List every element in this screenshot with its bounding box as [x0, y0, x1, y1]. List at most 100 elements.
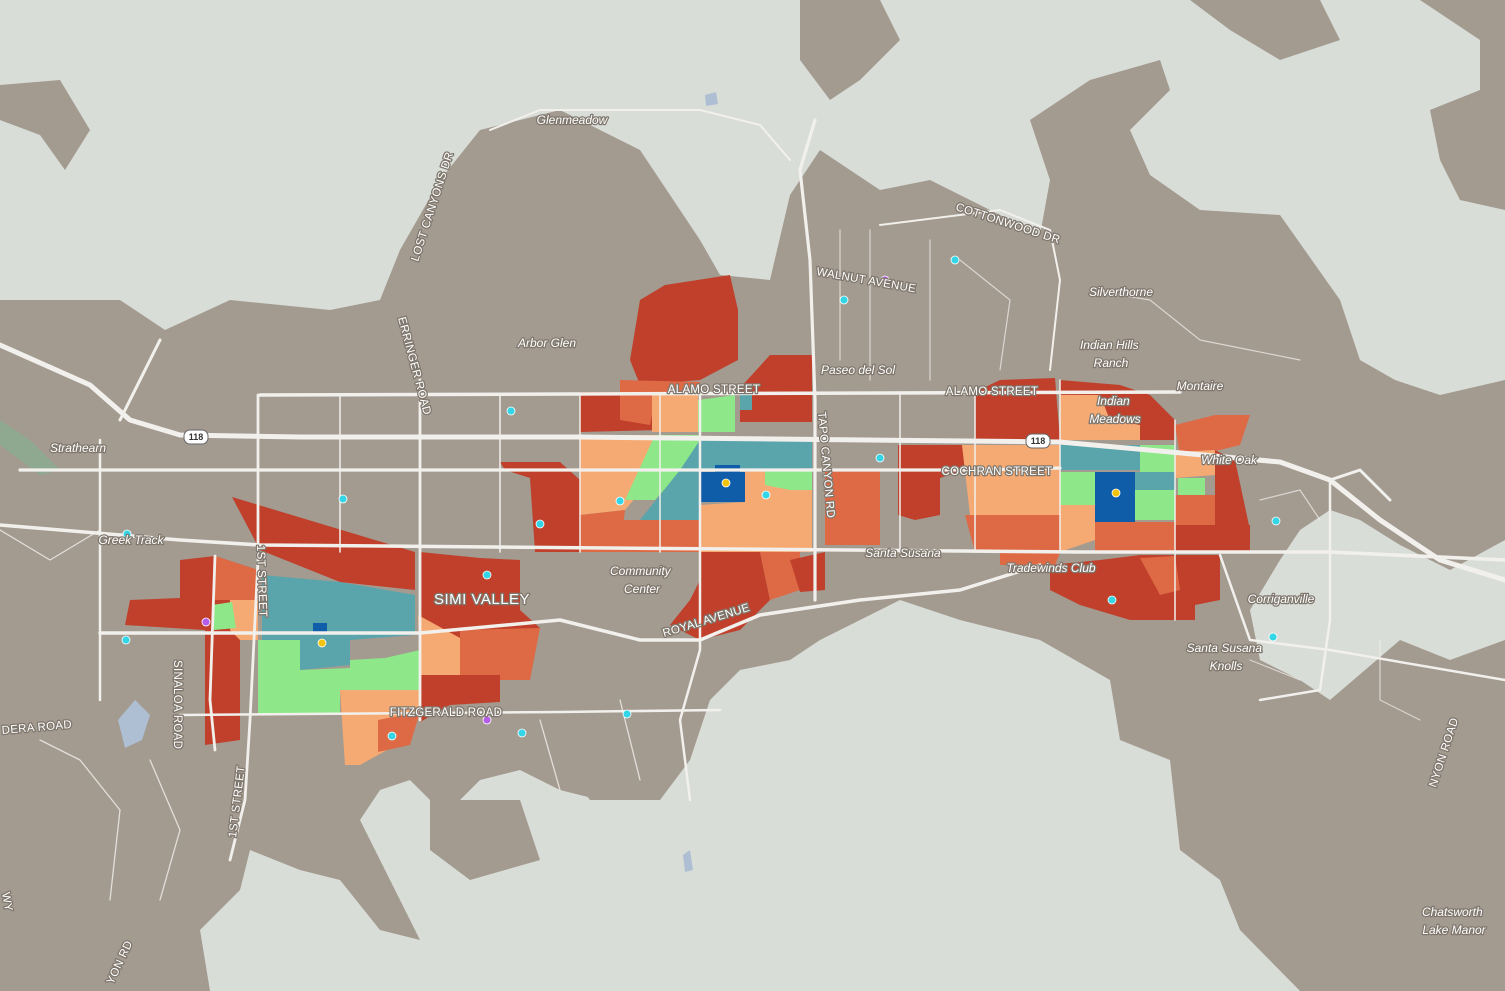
zone-orange-red — [580, 510, 625, 552]
poi-marker-yellow[interactable] — [721, 478, 731, 488]
zone-dark-red — [1050, 555, 1220, 620]
zone-dark-red — [740, 355, 812, 422]
road-minor — [0, 529, 641, 901]
zone-teal — [740, 395, 752, 410]
place-label-line-1: Indian Hills — [1080, 338, 1139, 352]
zone-dark-red — [232, 497, 415, 590]
road-alamo-street — [258, 390, 1182, 397]
road-east-collector — [1218, 553, 1505, 682]
zone-orange-red — [760, 552, 800, 600]
place-label-line-1: Indian — [1097, 394, 1130, 408]
zone-light-orange — [1060, 395, 1140, 440]
road-layer — [0, 109, 1505, 901]
zone-dark-red — [500, 462, 580, 552]
place-label: Paseo del Sol — [821, 363, 895, 377]
place-label-line-1: Community — [610, 564, 672, 578]
poi-marker-cyan[interactable] — [1271, 516, 1281, 526]
poi-marker-yellow[interactable] — [317, 638, 327, 648]
place-label-line-2: Meadows — [1089, 412, 1140, 426]
place-label: Chatsworth Lake Manor — [1422, 905, 1487, 937]
place-label: Corriganville — [1248, 592, 1315, 606]
zone-teal — [1135, 472, 1175, 490]
place-label: Santa Susana — [865, 546, 941, 560]
road-fitzgerald — [178, 708, 722, 717]
poi-marker-yellow[interactable] — [1111, 488, 1121, 498]
shield-text: 118 — [189, 432, 204, 442]
place-label: Community Center — [610, 564, 674, 596]
road-minor — [339, 379, 1176, 621]
zone-teal — [1060, 445, 1140, 470]
freeway-ramp — [118, 338, 162, 422]
poi-marker-cyan[interactable] — [535, 519, 545, 529]
street-label: 1ST STREET — [254, 545, 269, 618]
poi-marker-purple[interactable] — [201, 617, 211, 627]
zone-orange-red — [1140, 556, 1180, 595]
road-minor — [839, 229, 1301, 381]
poi-marker-cyan[interactable] — [338, 494, 348, 504]
zone-light-green — [258, 640, 420, 715]
place-label: Greek Track — [98, 533, 164, 547]
poi-marker-cyan[interactable] — [482, 570, 492, 580]
place-label-line-2: Ranch — [1094, 356, 1129, 370]
road-tapo-canyon — [798, 118, 817, 602]
poi-marker-cyan[interactable] — [122, 529, 132, 539]
zone-light-green — [1060, 472, 1095, 505]
water-layer — [0, 92, 718, 872]
poi-marker-cyan[interactable] — [615, 496, 625, 506]
street-label: ALAMO STREET — [668, 384, 760, 396]
place-label: Tradewinds Club — [1006, 561, 1095, 575]
poi-marker-cyan[interactable] — [387, 731, 397, 741]
zone-teal — [262, 575, 415, 670]
highway-shield-2: 118 — [1025, 433, 1051, 449]
zone-dark-red — [965, 515, 1060, 552]
place-label-line-2: Knolls — [1210, 659, 1243, 673]
poi-marker-purple[interactable] — [482, 715, 492, 725]
poi-layer — [121, 255, 1281, 741]
zone-orange-red — [1000, 553, 1060, 565]
zone-orange-red — [1175, 415, 1250, 455]
zone-dark-red — [420, 552, 540, 638]
poi-marker-cyan[interactable] — [121, 635, 131, 645]
poi-marker-cyan[interactable] — [875, 453, 885, 463]
street-label: FITZGERALD ROAD — [390, 707, 502, 719]
zone-light-green — [212, 602, 236, 630]
road-cochran-street — [18, 466, 1062, 472]
zone-light-orange — [1060, 500, 1095, 552]
freeway-ramp — [1328, 468, 1392, 502]
road-1st-street — [228, 393, 260, 862]
highway-shield-1: 118 — [183, 429, 209, 445]
zone-dark-red — [898, 445, 965, 520]
place-label-line-1: Santa Susana — [1187, 641, 1263, 655]
place-label: Santa Susana Knolls — [1187, 641, 1266, 673]
place-label: Glenmeadow — [537, 113, 609, 127]
road-east-loop — [1258, 478, 1332, 702]
road-sinaloa — [208, 554, 217, 752]
poi-marker-cyan[interactable] — [1268, 632, 1278, 642]
poi-marker-cyan[interactable] — [517, 728, 527, 738]
place-label-line-2: Lake Manor — [1422, 923, 1486, 937]
poi-marker-cyan[interactable] — [1107, 595, 1117, 605]
place-label: White Oak — [1201, 453, 1258, 467]
zone-light-green — [1178, 478, 1205, 495]
poi-marker-purple[interactable] — [880, 275, 890, 285]
place-label: Silverthorne — [1089, 285, 1153, 299]
zone-light-green — [1135, 490, 1175, 520]
zone-light-green — [765, 470, 812, 490]
poi-marker-cyan[interactable] — [950, 255, 960, 265]
poi-marker-cyan[interactable] — [622, 709, 632, 719]
place-label: Indian Hills Ranch — [1080, 338, 1142, 370]
road-central — [678, 393, 702, 802]
city-label: SIMI VALLEY — [434, 591, 530, 608]
place-label: Arbor Glen — [517, 336, 576, 350]
poi-marker-cyan[interactable] — [506, 406, 516, 416]
poi-marker-cyan[interactable] — [761, 490, 771, 500]
shield-text: 118 — [1031, 436, 1046, 446]
street-label: SINALOA ROAD — [171, 660, 183, 749]
place-label: Strathearn — [50, 441, 106, 455]
zone-dark-blue — [700, 472, 745, 502]
place-label-line-1: Chatsworth — [1422, 905, 1483, 919]
street-label: WY — [0, 891, 14, 912]
poi-marker-cyan[interactable] — [839, 295, 849, 305]
